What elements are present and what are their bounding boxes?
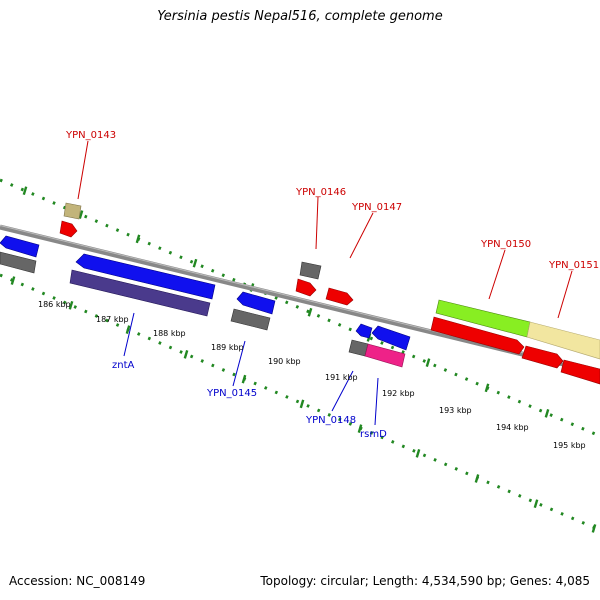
ruler-tick (192, 258, 198, 268)
genome-title: Yersinia pestis Nepal516, complete genom… (157, 9, 443, 24)
tick-label: 187 kbp (96, 315, 129, 324)
gene-label-ypn-0143[interactable]: YPN_0143 (65, 130, 116, 141)
gene-block-grey[interactable] (0, 251, 37, 274)
ruler-tick (22, 186, 28, 196)
gene-label-znta[interactable]: zntA (112, 360, 135, 371)
gene-block-grey[interactable] (348, 339, 369, 357)
tick-label: 190 kbp (268, 357, 301, 366)
ruler-tick (68, 300, 74, 310)
gene-label-ypn-0147[interactable]: YPN_0147 (351, 202, 402, 213)
gene-label-ypn-0145[interactable]: YPN_0145 (206, 388, 257, 399)
tick-label: 194 kbp (496, 423, 529, 432)
ruler-tick (10, 276, 16, 285)
gene-arrow-reverse[interactable] (236, 291, 276, 315)
ruler-tick (135, 234, 141, 244)
gene-features (0, 202, 600, 385)
accession-text: Accession: NC_008149 (9, 574, 146, 588)
gene-arrow-forward[interactable] (59, 220, 78, 238)
gene-arrow-reverse[interactable] (0, 235, 40, 258)
gene-arrow-forward[interactable] (521, 345, 564, 369)
tick-label: 192 kbp (382, 389, 415, 398)
label-leaders (77, 140, 573, 426)
gene-arrow-forward[interactable] (560, 359, 600, 385)
ruler-tick (125, 325, 131, 334)
gene-arrow-reverse[interactable] (75, 253, 216, 300)
gene-arrow-reverse[interactable] (371, 325, 411, 351)
ruler-tick (299, 399, 305, 409)
outer-dotted-track (0, 178, 600, 438)
gene-arrow-forward[interactable] (325, 287, 354, 306)
gene-block-grey[interactable] (230, 308, 271, 331)
tick-labels: 186 kbp 187 kbp 188 kbp 189 kbp 190 kbp … (38, 300, 586, 450)
gene-label-rsmd[interactable]: rsmD (360, 429, 387, 440)
ruler-tick (591, 524, 597, 533)
ruler-tick (357, 424, 363, 433)
gene-label-ypn-0151[interactable]: YPN_0151 (548, 260, 599, 271)
ruler-tick (415, 449, 421, 458)
gene-block-tan[interactable] (63, 202, 82, 220)
tick-label: 189 kbp (211, 343, 244, 352)
gene-arrow-forward[interactable] (295, 278, 317, 297)
gene-label-ypn-0148[interactable]: YPN_0148 (305, 415, 356, 426)
gene-label-ypn-0146[interactable]: YPN_0146 (295, 187, 346, 198)
gene-label-ypn-0150[interactable]: YPN_0150 (480, 239, 531, 250)
ruler-tick (484, 383, 490, 393)
ruler-tick (544, 409, 550, 418)
gene-arrow-forward[interactable] (430, 316, 525, 355)
ruler-tick (425, 358, 431, 367)
gene-block-magenta[interactable] (364, 343, 406, 368)
ruler-tick (78, 210, 84, 219)
gene-block-purple[interactable] (69, 269, 211, 317)
ruler-tick (241, 374, 247, 384)
tick-label: 191 kbp (325, 373, 358, 382)
tick-label: 188 kbp (153, 329, 186, 338)
tick-label: 186 kbp (38, 300, 71, 309)
gene-arrow-reverse[interactable] (355, 323, 373, 339)
gene-block-cream[interactable] (526, 321, 600, 360)
major-ticks-inner (10, 276, 597, 533)
tick-label: 195 kbp (553, 441, 586, 450)
gene-block-grey[interactable] (299, 261, 322, 280)
ruler-tick (474, 474, 480, 483)
ruler-tick (183, 350, 189, 359)
tick-label: 193 kbp (439, 406, 472, 415)
ruler-tick (533, 499, 539, 509)
topology-text: Topology: circular; Length: 4,534,590 bp… (260, 574, 590, 588)
inner-dotted-track (0, 273, 600, 532)
ruler-tick (307, 307, 313, 317)
